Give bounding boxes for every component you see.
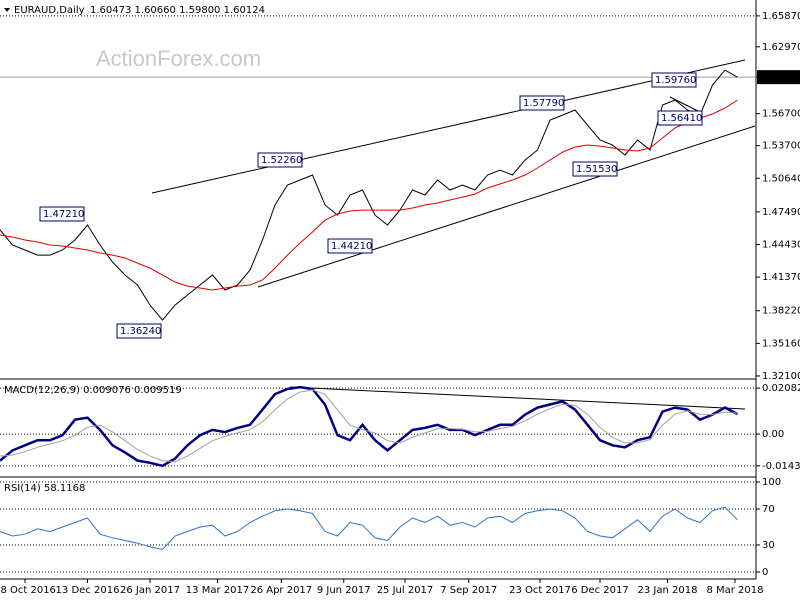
series-line (0, 385, 739, 468)
annotation-box (116, 323, 162, 339)
annotation-box (327, 238, 373, 254)
series-line (0, 506, 738, 551)
macd-trend-line (289, 386, 746, 410)
trend-line (151, 59, 746, 194)
annotation-box (519, 95, 565, 111)
annotation-box (572, 161, 618, 177)
x-tick-label: 7 Sep 2017 (440, 585, 497, 596)
y-tick-label: 1.41370 (762, 272, 800, 283)
y-tick-label: 0.00 (762, 429, 784, 440)
y-tick-label: 1.53700 (762, 141, 800, 152)
y-tick-label: 1.38220 (762, 306, 800, 317)
annotation-box (257, 152, 303, 168)
x-tick-label: 13 Mar 2017 (186, 585, 249, 596)
y-tick-label: 70 (762, 504, 775, 515)
series-line (0, 99, 738, 291)
y-tick-label: 0 (762, 567, 768, 578)
symbol-title: EURAUD,Daily (14, 5, 85, 16)
y-tick-label: 1.44430 (762, 240, 800, 251)
x-tick-label: 23 Jan 2018 (638, 585, 698, 596)
x-tick-label: 25 Jul 2017 (377, 585, 434, 596)
y-tick-label: 100 (762, 477, 781, 488)
y-tick-label: 1.50640 (762, 173, 800, 184)
panel-title: MACD(12,26,9) 0.009076 0.009519 (4, 385, 182, 396)
y-tick-label: 1.47490 (762, 207, 800, 218)
x-tick-label: 26 Apr 2017 (250, 585, 312, 596)
menu-arrow (4, 8, 10, 12)
x-tick-label: 8 Mar 2018 (706, 585, 763, 596)
x-tick-label: 28 Oct 2016 (0, 585, 56, 596)
y-tick-label: 0.020827 (762, 383, 800, 394)
y-tick-label: 30 (762, 540, 775, 551)
series-line (0, 389, 738, 463)
x-tick-label: 13 Dec 2016 (56, 585, 120, 596)
annotation: 1.36240 (120, 326, 161, 337)
y-tick-label: 1.32100 (762, 371, 800, 382)
y-tick-label: 1.65870 (762, 11, 800, 22)
y-tick-label: -0.014386 (762, 461, 800, 472)
y-tick-label: 1.56700 (762, 109, 800, 120)
annotation-box (651, 72, 697, 88)
annotation: 1.47210 (43, 209, 84, 220)
annotation: 1.51530 (576, 164, 617, 175)
annotation: 1.52260 (261, 155, 302, 166)
x-tick-label: 26 Jan 2017 (120, 585, 180, 596)
annotation-box (39, 206, 85, 222)
annotation: 1.44210 (331, 241, 372, 252)
annotation: 1.59760 (655, 75, 696, 86)
x-tick-label: 23 Oct 2017 (509, 585, 571, 596)
y-tick-label: 1.35160 (762, 338, 800, 349)
x-tick-label: 9 Jun 2017 (317, 585, 371, 596)
y-tick-label: 1.60124 (761, 72, 800, 83)
panel-title: RSI(14) 58.1168 (4, 483, 85, 494)
trend-line (257, 125, 756, 288)
series-line (0, 69, 738, 321)
y-tick-label: 1.62970 (762, 42, 800, 53)
x-tick-label: 6 Dec 2017 (571, 585, 629, 596)
annotation-box (657, 110, 703, 126)
ohlc: 1.60473 1.60660 1.59800 1.60124 (90, 5, 265, 16)
annotation: 1.56410 (661, 113, 702, 124)
price-box (757, 70, 800, 85)
annotation: 1.57790 (523, 98, 564, 109)
watermark: ActionForex.com (96, 46, 261, 71)
